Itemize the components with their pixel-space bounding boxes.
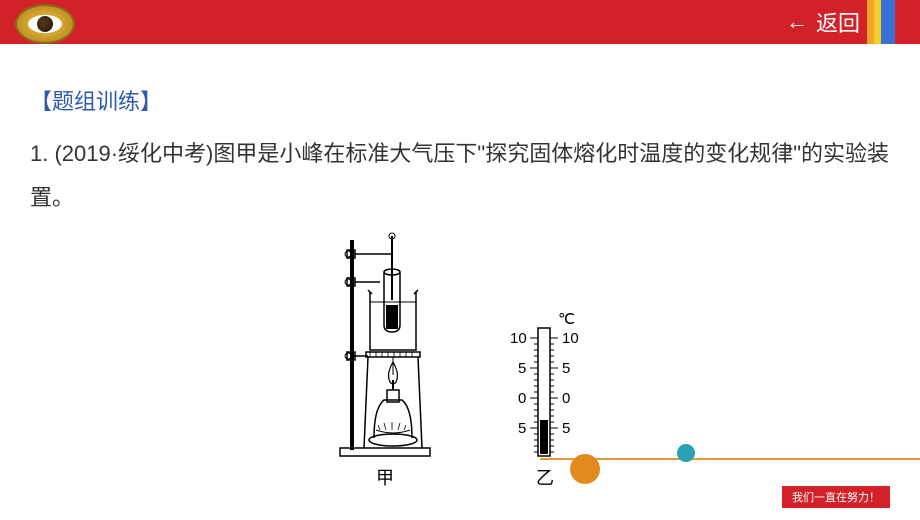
- footer-tag: 我们一直在努力！: [782, 486, 890, 508]
- tick-l-0: 10: [510, 330, 527, 347]
- tick-l-3: 5: [518, 420, 526, 437]
- tick-r-3: 5: [562, 420, 570, 437]
- tick-r-1: 5: [562, 360, 570, 377]
- mercury-column: [540, 420, 548, 454]
- back-label: 返回: [816, 6, 860, 38]
- section-title: 【题组训练】: [30, 84, 890, 116]
- header-bar: ← 返回: [0, 0, 920, 44]
- apparatus-svg: [320, 230, 450, 460]
- tick-r-2: 0: [562, 390, 570, 407]
- tick-l-1: 5: [518, 360, 526, 377]
- figure-jia-label: 甲: [376, 464, 394, 490]
- thermometer-svg: ℃: [490, 310, 600, 460]
- slide-content: 【题组训练】 1. (2019·绥化中考)图甲是小峰在标准大气压下"探究固体熔化…: [0, 44, 920, 520]
- thermometer-unit: ℃: [558, 311, 575, 328]
- question-text: 1. (2019·绥化中考)图甲是小峰在标准大气压下"探究固体熔化时温度的变化规…: [30, 132, 890, 220]
- stripe-2: [874, 0, 881, 44]
- footer-tag-container: 我们一直在努力！: [782, 486, 890, 508]
- back-button[interactable]: ← 返回: [786, 6, 860, 38]
- tick-r-0: 10: [562, 330, 579, 347]
- footer-circle-orange: [570, 454, 600, 484]
- back-arrow-icon: ←: [786, 9, 808, 35]
- header-stripes: [867, 0, 895, 44]
- stripe-4: [888, 0, 895, 44]
- tick-l-2: 0: [518, 390, 526, 407]
- figure-jia: 甲: [320, 230, 450, 490]
- logo-outer: [15, 4, 75, 44]
- logo-inner: [28, 15, 62, 33]
- figures-row: 甲 ℃: [30, 230, 890, 490]
- stripe-3: [881, 0, 888, 44]
- logo: [15, 4, 75, 52]
- stripe-1: [867, 0, 874, 44]
- figure-yi-label: 乙: [536, 464, 554, 490]
- question-prefix: 1. (2019·绥化中考): [30, 141, 213, 166]
- logo-eye-icon: [37, 16, 53, 32]
- footer-circle-teal: [677, 444, 695, 462]
